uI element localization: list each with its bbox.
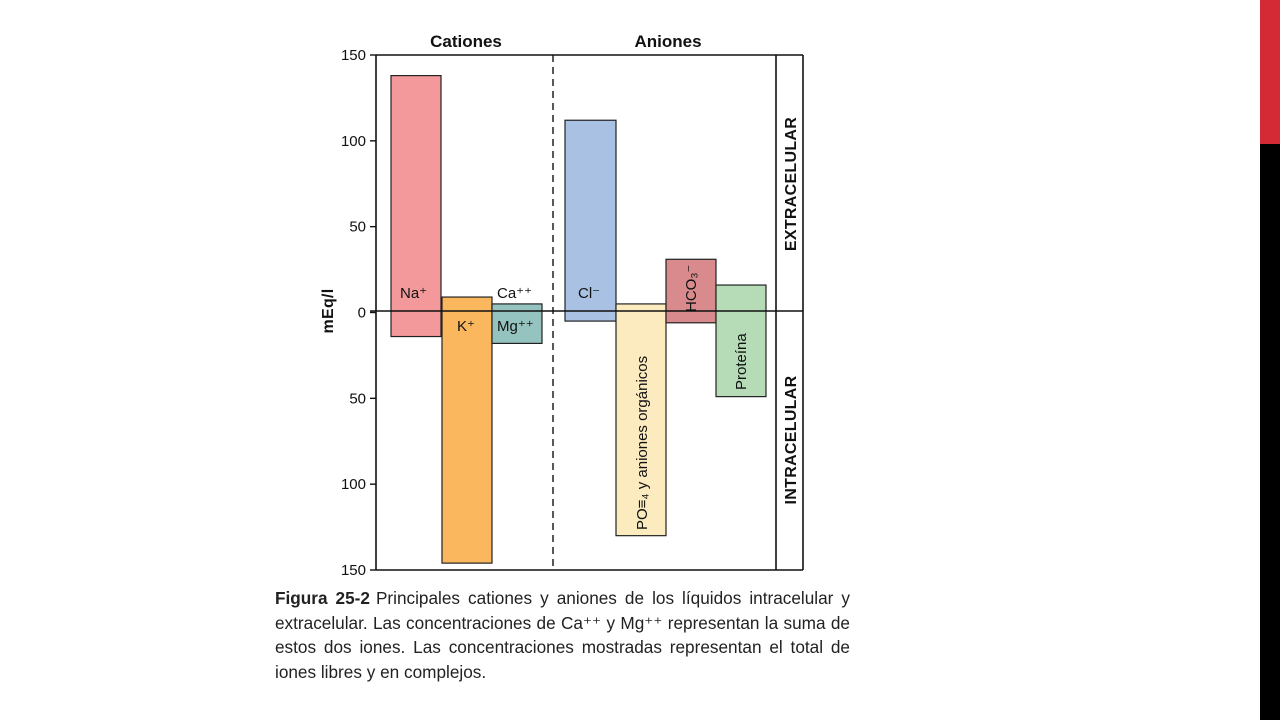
ticks-layer: 150 100 50 0 50 100 150 [341, 47, 376, 579]
compartment-label-extracelular: EXTRACELULAR [783, 117, 800, 251]
accent-bar-red [1260, 0, 1280, 144]
y-tick-label: 0 [358, 305, 366, 322]
y-tick-label: 150 [341, 47, 366, 64]
bar-1 [441, 296, 493, 564]
bar-3 [564, 119, 617, 322]
y-tick-label: 100 [341, 476, 366, 493]
bar-label-ca: Ca⁺⁺ [497, 285, 532, 302]
bar-0 [390, 74, 442, 338]
bar-label-na: Na⁺ [400, 285, 427, 302]
bar-5 [665, 258, 717, 324]
bar-label-proteina: Proteína [733, 333, 750, 390]
y-tick-label: 100 [341, 133, 366, 150]
accent-bar-black [1260, 144, 1280, 720]
y-tick-label: 50 [349, 390, 366, 407]
bar-6 [715, 284, 767, 398]
bar-label-k: K⁺ [457, 318, 475, 335]
bar-4 [615, 303, 667, 537]
bar-label-po4: PO≡₄ y aniones orgánicos [634, 356, 651, 530]
y-tick-label: 50 [349, 219, 366, 236]
y-tick-label: 150 [341, 562, 366, 579]
y-axis-label: mEq/l [320, 288, 337, 333]
group-heading-aniones: Aniones [634, 32, 701, 51]
bar-label-cl: Cl⁻ [578, 285, 600, 302]
group-heading-cationes: Cationes [430, 32, 502, 51]
figure-caption: Figura 25-2 Principales cationes y anione… [275, 586, 850, 684]
bar-label-mg: Mg⁺⁺ [497, 318, 534, 335]
compartment-label-intracelular: INTRACELULAR [783, 375, 800, 504]
caption-label: Figura 25-2 [275, 588, 370, 608]
caption-text: Principales cationes y aniones de los lí… [275, 588, 851, 682]
bar-label-hco3: HCO₃⁻ [683, 265, 700, 312]
bars-layer [390, 74, 767, 564]
